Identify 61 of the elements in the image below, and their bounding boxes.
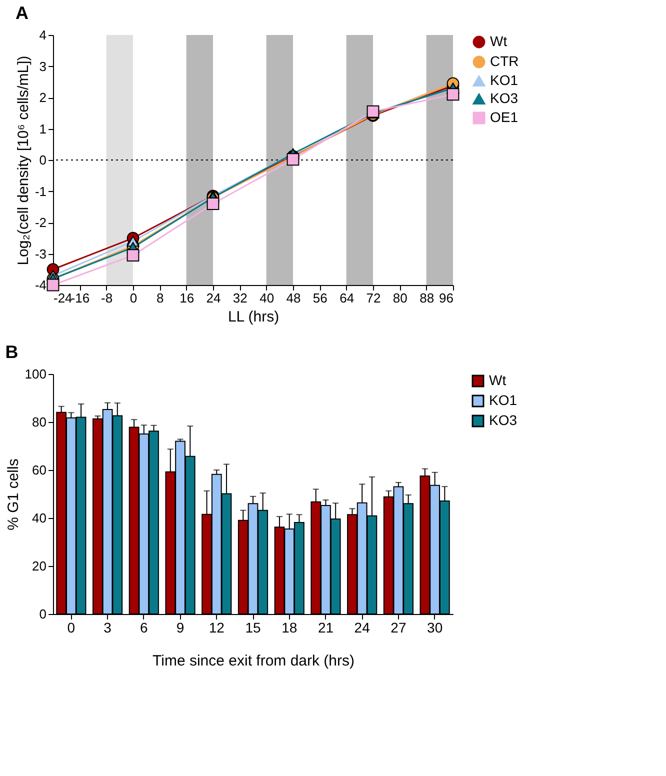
x-tick-label: 21 [318,620,334,636]
chart-title: B [5,342,18,362]
point [46,278,60,292]
x-axis-title: Time since exit from dark (hrs) [152,652,354,670]
y-tick-label: -4 [34,278,46,292]
x-tick-label: 9 [176,620,184,636]
x-tick-label: 80 [392,290,408,306]
y-tick-label: -2 [34,215,46,230]
y-tick-label: 4 [39,28,46,42]
y-axis-title: Log₂(cell density [10⁶ cells/mL]) [14,56,32,266]
legend-label: KO3 [490,90,518,106]
legend-label: KO1 [490,72,518,88]
point [206,198,220,210]
x-tick-label: 27 [390,620,406,636]
legend-label: Wt [489,372,506,388]
x-tick-label: 3 [104,620,112,636]
legend-label: Wt [490,33,508,49]
y-tick-label: 20 [32,558,46,574]
x-tick-label: 32 [232,290,248,306]
x-tick-label: 48 [286,290,301,306]
legend-label: KO3 [489,412,518,428]
legend-label: OE1 [490,109,518,125]
point [126,249,140,262]
x-tick-label: 72 [366,290,381,306]
x-tick-label: 18 [282,620,298,636]
y-tick-label: 3 [39,58,46,74]
x-tick-label: 40 [260,290,274,306]
x-tick-label: 24 [206,290,221,306]
x-tick-label: -16 [70,290,90,306]
y-tick-label: 100 [24,366,46,382]
y-tick-label: 1 [39,121,46,136]
x-tick-label: 12 [208,620,225,636]
y-tick-label: 0 [39,152,46,168]
y-tick-label: 2 [39,90,46,105]
y-tick-label: 40 [32,510,46,526]
x-axis-title: LL (hrs) [228,308,280,326]
point [446,88,460,101]
legend-label: KO1 [489,392,518,408]
x-tick-label: -8 [101,290,113,306]
x-tick-label: 30 [427,620,443,636]
x-tick-label: 15 [245,620,261,636]
x-tick-label: 24 [354,620,370,636]
x-tick-label: 6 [140,620,148,636]
y-tick-label: -1 [34,184,46,199]
x-tick-label: 96 [439,290,454,306]
y-tick-label: 80 [32,414,46,430]
x-tick-label: 88 [420,290,434,306]
x-tick-label: 0 [67,620,76,636]
chart-title: A [15,3,28,23]
y-axis-title: % G1 cells [4,458,22,530]
x-tick-label: 8 [156,290,164,306]
y-tick-label: -3 [34,246,46,262]
x-tick-label: 64 [340,290,354,306]
x-tick-label: 56 [312,290,328,306]
x-tick-label: -24 [54,290,72,306]
legend-label: CTR [490,53,519,69]
y-tick-label: 60 [32,462,46,478]
x-tick-label: 0 [130,290,138,306]
x-tick-label: 16 [180,290,194,306]
y-tick-label: 0 [39,606,46,622]
point [286,153,300,166]
